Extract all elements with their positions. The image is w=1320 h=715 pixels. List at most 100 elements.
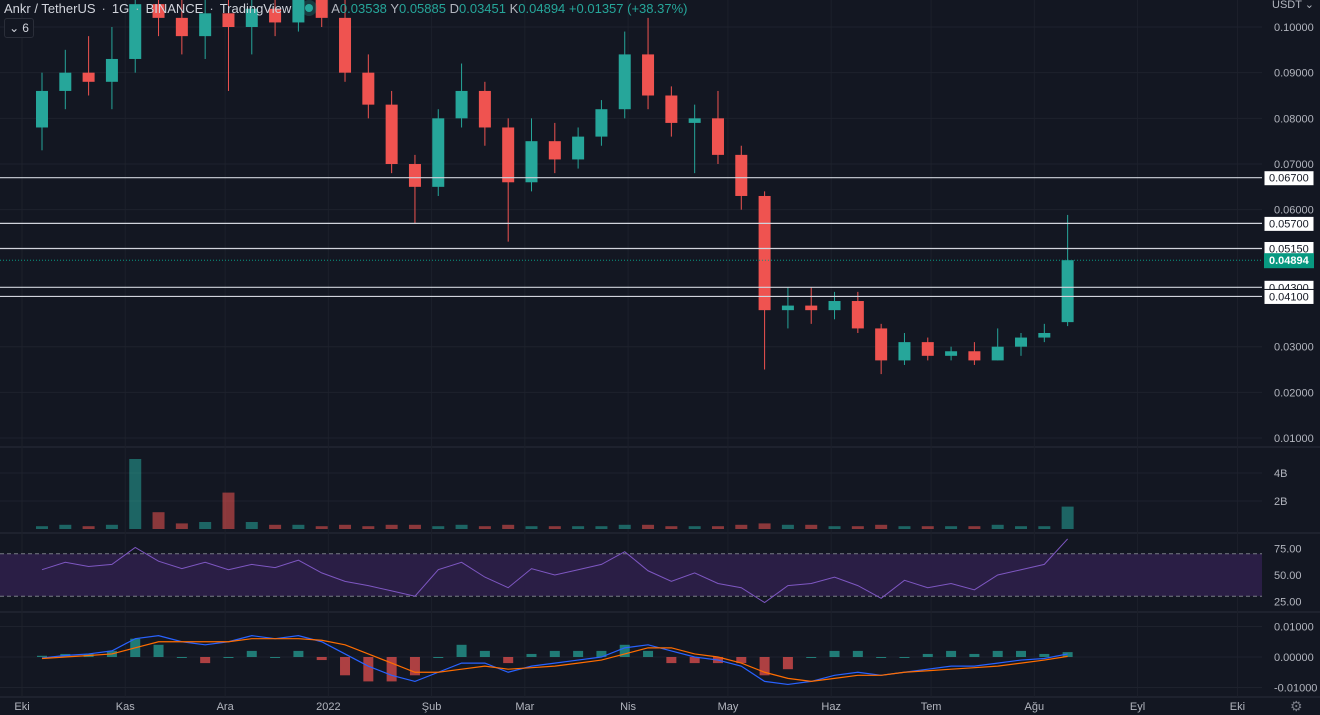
macd-histogram-bar [806, 657, 817, 658]
volume-bar [1038, 526, 1051, 529]
volume-bar [362, 526, 375, 529]
volume-bar [269, 524, 282, 529]
candle-body [1015, 337, 1028, 347]
candle-body [781, 305, 794, 311]
market-open-status-icon [305, 4, 314, 12]
macd-histogram-bar [433, 657, 444, 658]
x-tick-label: May [718, 701, 739, 713]
volume-bar [59, 524, 72, 529]
symbol-name[interactable]: Ankr / TetherUS [4, 0, 96, 16]
symbol-legend: Ankr / TetherUS · 1G · BINANCE · TradingVie… [4, 0, 688, 16]
rsi-line [41, 538, 1068, 604]
macd-histogram-bar [666, 657, 677, 664]
macd-histogram-bar [386, 657, 397, 682]
candle-body [875, 328, 888, 361]
x-tick-label: Nis [620, 701, 636, 713]
macd-histogram-bar [456, 644, 467, 657]
candle-body [339, 17, 352, 73]
candle-body [245, 8, 258, 27]
macd-histogram-bar [643, 650, 654, 657]
x-tick-label: Ağu [1025, 701, 1045, 713]
ohlc-values: A0.03538 Y0.05885 D0.03451 K0.04894 +0.0… [331, 0, 688, 16]
candle-body [735, 154, 748, 196]
x-tick-label: Haz [821, 701, 841, 713]
volume-bar [548, 526, 561, 529]
candle-body [921, 342, 934, 356]
candle-body [455, 90, 468, 119]
x-tick-label: Kas [116, 701, 135, 713]
candle-body [432, 118, 445, 187]
candle-body [222, 13, 235, 27]
macd-histogram-bar [223, 657, 234, 658]
macd-histogram-bar [736, 657, 747, 664]
volume-bar [292, 524, 305, 529]
volume-bar [35, 526, 48, 529]
macd-histogram-bar [759, 657, 770, 676]
chevron-down-icon: ⌄ [9, 21, 20, 35]
candle-body [82, 72, 95, 82]
volume-bar [991, 524, 1004, 529]
volume-bar [758, 523, 771, 529]
volume-bar [688, 526, 701, 529]
price-level-label: 0.06700 [1269, 173, 1309, 185]
volume-bar [82, 526, 95, 529]
volume-bar [828, 526, 841, 529]
macd-histogram-bar [969, 653, 980, 657]
x-tick-label: Tem [921, 701, 942, 713]
price-tick-label: 0.08000 [1274, 113, 1314, 125]
candle-body [175, 17, 188, 37]
macd-histogram-bar [316, 657, 327, 661]
price-tick-label: 0.01000 [1274, 433, 1314, 445]
x-tick-label: Şub [422, 701, 442, 713]
price-tick-label: 0.09000 [1274, 68, 1314, 80]
macd-line [41, 635, 1068, 686]
macd-tick-label: 0.00000 [1274, 652, 1314, 664]
volume-bar [968, 526, 981, 529]
macd-histogram-bar [876, 657, 887, 658]
volume-bar [805, 524, 818, 529]
macd-histogram-bar [200, 657, 211, 664]
currency-selector[interactable]: USDT ⌄ [1272, 0, 1315, 11]
macd-histogram-bar [782, 657, 793, 670]
volume-bar [502, 524, 515, 529]
volume-bar [455, 524, 468, 529]
candle-body [968, 351, 981, 361]
volume-tick-label: 2B [1274, 496, 1287, 508]
candle-body [152, 4, 165, 18]
macd-histogram-bar [176, 657, 187, 658]
macd-histogram-bar [992, 650, 1003, 657]
volume-bar [735, 524, 748, 529]
price-level-label: 0.05700 [1269, 218, 1309, 230]
settings-gear-icon[interactable]: ⚙ [1290, 698, 1303, 714]
volume-bar [175, 523, 188, 529]
price-tick-label: 0.03000 [1274, 342, 1314, 354]
volume-bar [432, 526, 445, 529]
candle-body [385, 104, 398, 165]
volume-bar [945, 526, 958, 529]
volume-bar [595, 526, 608, 529]
candle-body [502, 127, 515, 183]
x-tick-label: Eyl [1130, 701, 1145, 713]
macd-histogram-bar [829, 650, 840, 657]
price-tick-label: 0.10000 [1274, 22, 1314, 34]
candle-body [945, 351, 958, 356]
interval[interactable]: 1G [111, 0, 130, 16]
volume-bar [875, 524, 888, 529]
collapse-indicators-button[interactable]: ⌄ 6 [4, 18, 34, 38]
volume-bar [711, 526, 724, 529]
price-level-label: 0.05150 [1269, 243, 1309, 255]
signal-line [41, 638, 1068, 683]
candle-body [711, 118, 724, 155]
macd-histogram-bar [1016, 650, 1027, 657]
candle-body [572, 136, 585, 160]
volume-tick-label: 4B [1274, 468, 1287, 480]
volume-bar [315, 526, 328, 529]
macd-histogram-bar [526, 653, 537, 657]
volume-bar [105, 524, 118, 529]
price-tick-label: 0.07000 [1274, 159, 1314, 171]
macd-histogram-bar [246, 650, 257, 657]
macd-histogram-bar [270, 657, 281, 658]
rsi-tick-label: 25.00 [1274, 597, 1302, 609]
volume-bar [642, 524, 655, 529]
